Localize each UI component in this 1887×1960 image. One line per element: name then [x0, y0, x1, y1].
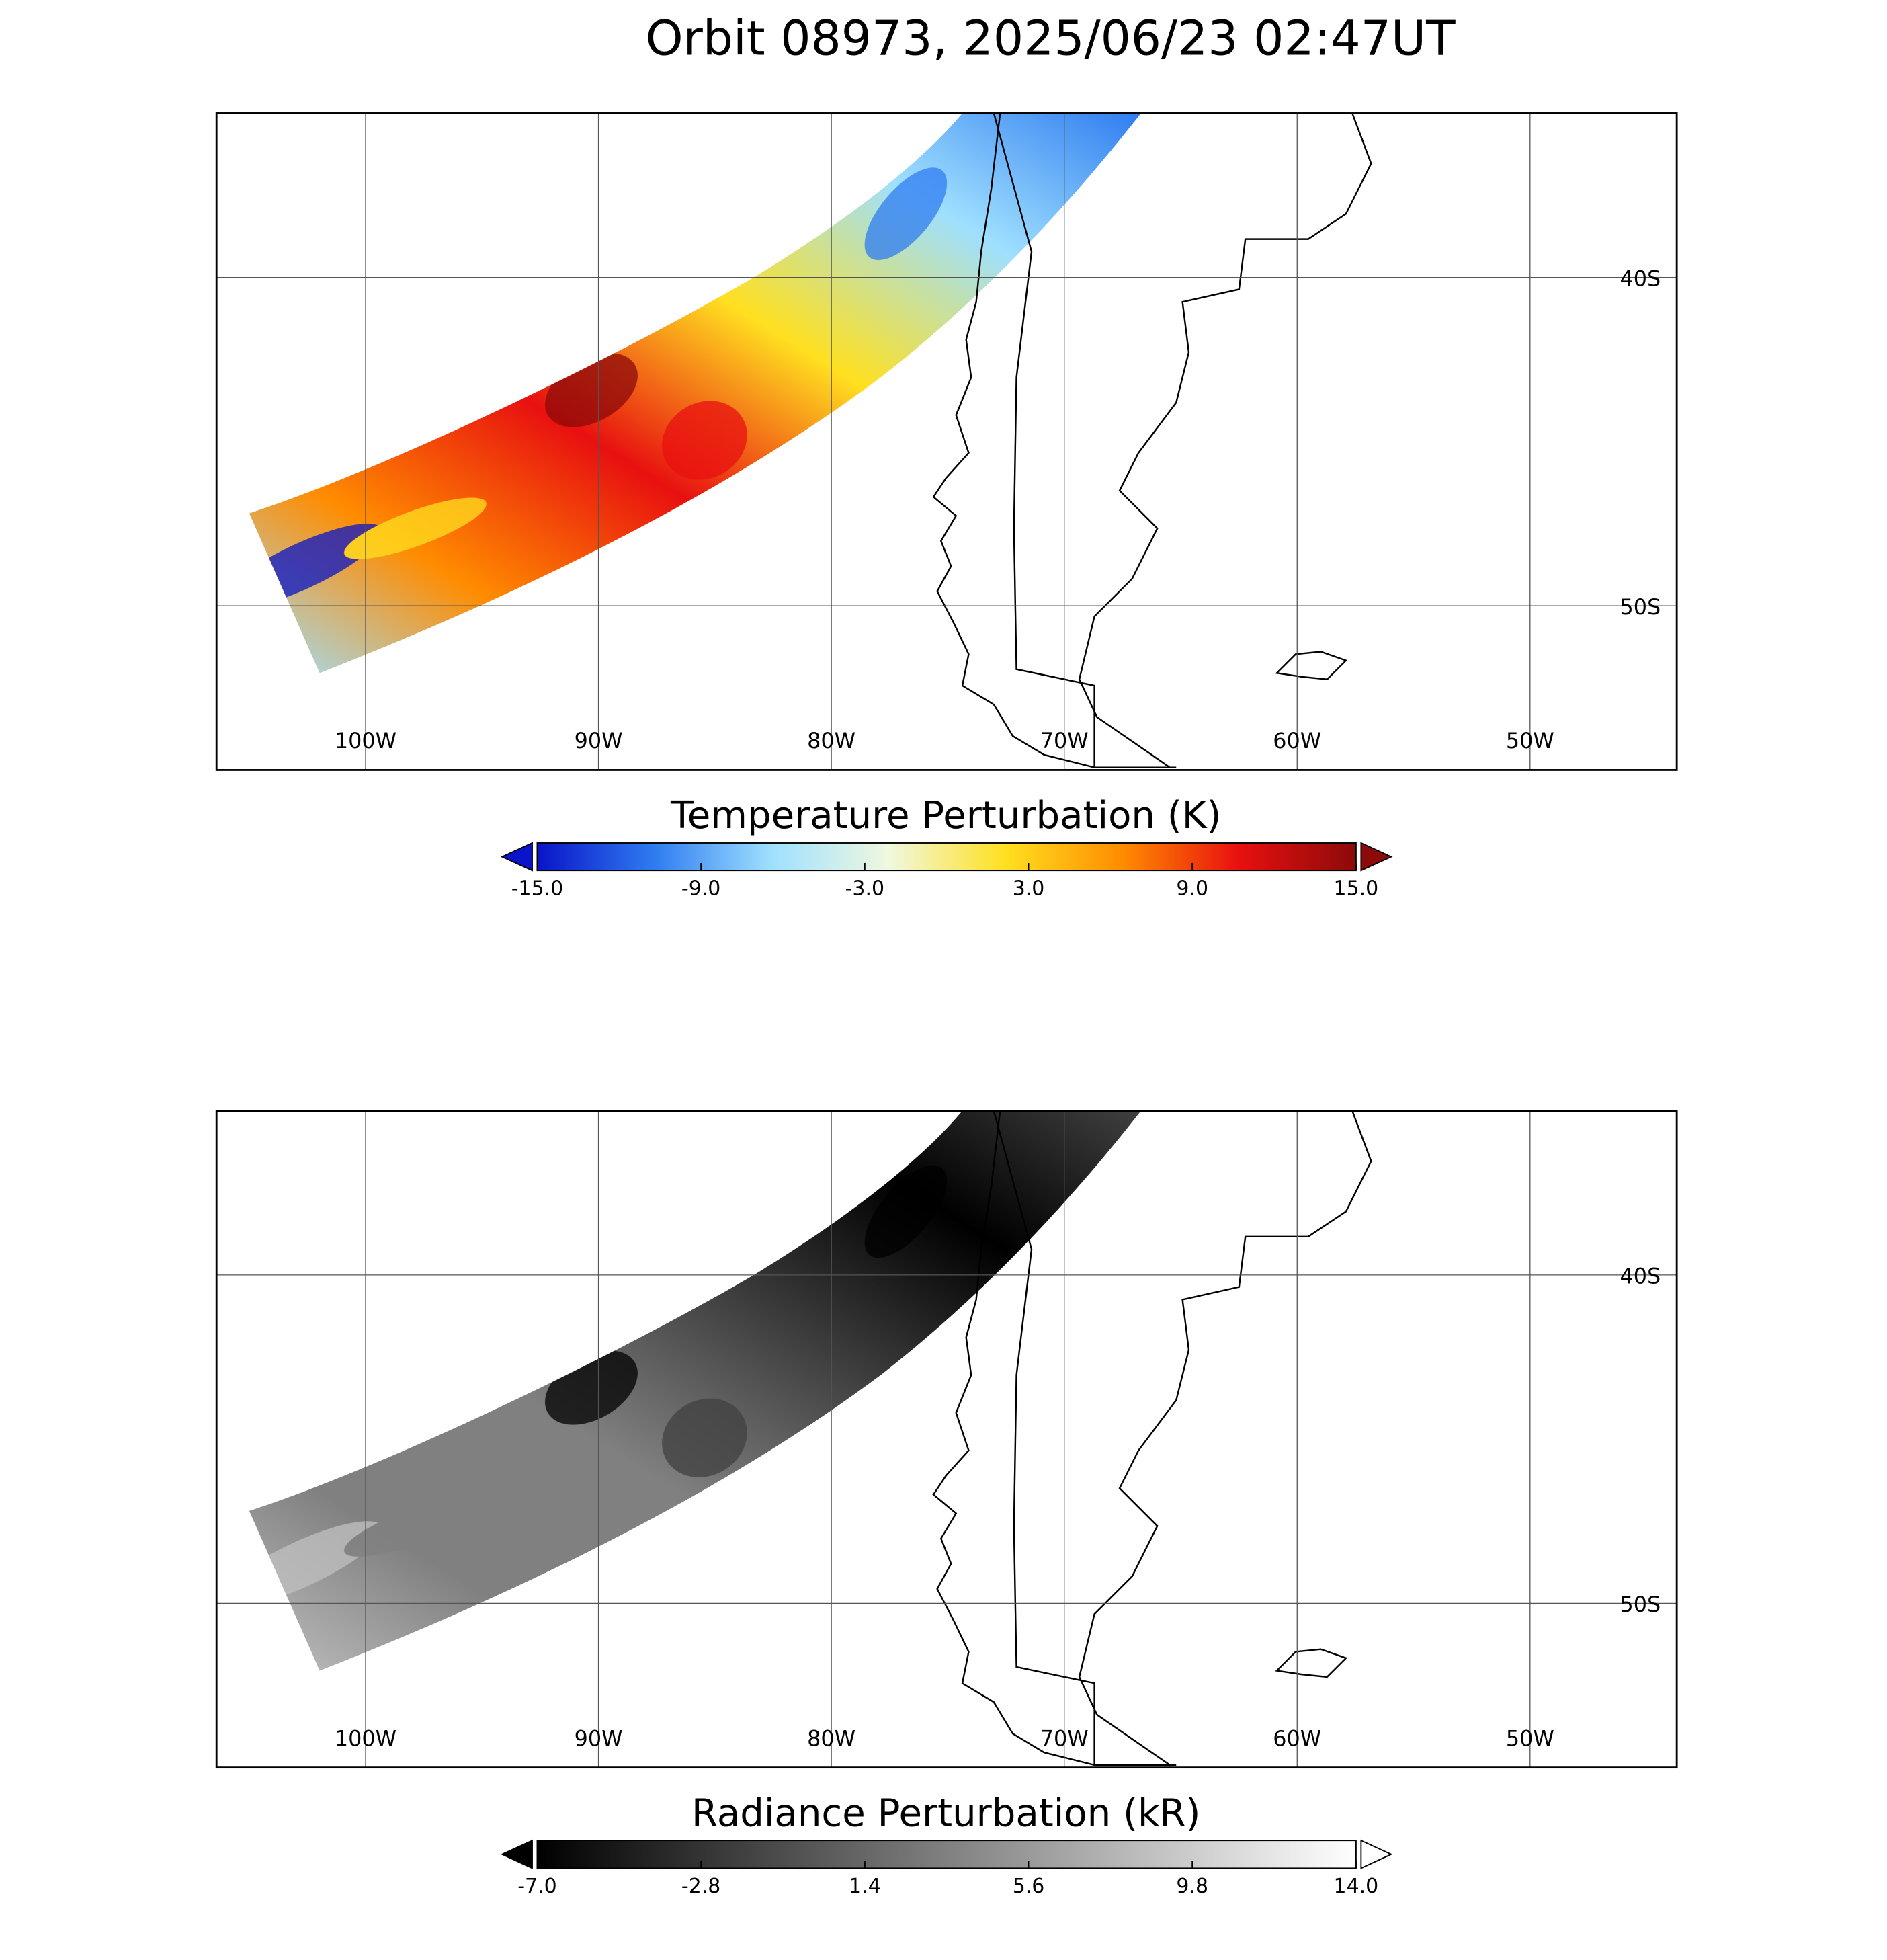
lon-label: 80W	[807, 1725, 855, 1751]
figure-title: Orbit 08973, 2025/06/23 02:47UT	[646, 10, 1456, 66]
colorbar-title: Temperature Perturbation (K)	[670, 794, 1221, 838]
lat-label: 40S	[1620, 1264, 1661, 1289]
colorbar-tick-label: 5.6	[1013, 1875, 1045, 1898]
coastline	[932, 113, 1372, 768]
colorbar-extend	[1360, 1839, 1393, 1869]
lon-label: 80W	[807, 728, 855, 753]
colorbar-tick-label: 9.0	[1176, 877, 1208, 901]
colorbar	[536, 842, 1357, 872]
colorbar	[536, 1840, 1357, 1869]
colorbar-tick-label: 9.8	[1176, 1875, 1208, 1898]
colorbar-tick-label: -3.0	[845, 877, 884, 901]
map-frame	[215, 112, 1678, 771]
colorbar-tick-label: 3.0	[1013, 877, 1045, 901]
colorbar-tick-label: -9.0	[681, 877, 720, 901]
lon-label: 90W	[575, 1725, 623, 1751]
colorbar-tick-label: 1.4	[849, 1875, 881, 1898]
lon-label: 90W	[575, 728, 623, 753]
lon-label: 70W	[1040, 728, 1089, 753]
swath	[249, 113, 1141, 673]
colorbar-tick-label: -2.8	[681, 1875, 720, 1898]
map-panel: 100W 90W 80W 70W 60W 50W 40S 50S Radiance Pertur…	[215, 1110, 1678, 1898]
swath	[249, 1110, 1141, 1671]
colorbar-title: Radiance Perturbation (kR)	[691, 1791, 1200, 1835]
colorbar-extend	[500, 1839, 533, 1869]
map-panel: 100W 90W 80W 70W 60W 50W 40S 50S Temperature Per…	[215, 112, 1678, 901]
map-frame	[215, 1110, 1678, 1769]
swath-feature	[662, 1398, 747, 1477]
colorbar-tick-label: -7.0	[517, 1875, 556, 1898]
lon-label: 70W	[1040, 1725, 1089, 1751]
lat-label: 50S	[1620, 594, 1661, 620]
lon-label: 100W	[335, 728, 396, 753]
swath-feature	[344, 1495, 487, 1557]
lon-label: 60W	[1273, 728, 1321, 753]
lon-label: 100W	[335, 1725, 396, 1751]
swath-feature	[864, 167, 948, 261]
swath-feature	[344, 497, 487, 559]
colorbar-tick-label: 15.0	[1334, 877, 1379, 901]
colorbar-tick-label: -15.0	[511, 877, 563, 901]
lon-label: 50W	[1506, 1725, 1554, 1751]
colorbar-extend	[1360, 842, 1393, 872]
lat-label: 50S	[1620, 1592, 1661, 1617]
lon-label: 60W	[1273, 1725, 1321, 1751]
coastline	[932, 1110, 1372, 1766]
swath-fill	[249, 1110, 1141, 1671]
lat-label: 40S	[1620, 266, 1661, 291]
swath-fill	[249, 113, 1141, 673]
swath-feature	[864, 1165, 948, 1258]
colorbar-extend	[500, 842, 533, 872]
colorbar-tick-label: 14.0	[1334, 1875, 1379, 1898]
swath-feature	[662, 401, 747, 480]
lon-label: 50W	[1506, 728, 1554, 753]
